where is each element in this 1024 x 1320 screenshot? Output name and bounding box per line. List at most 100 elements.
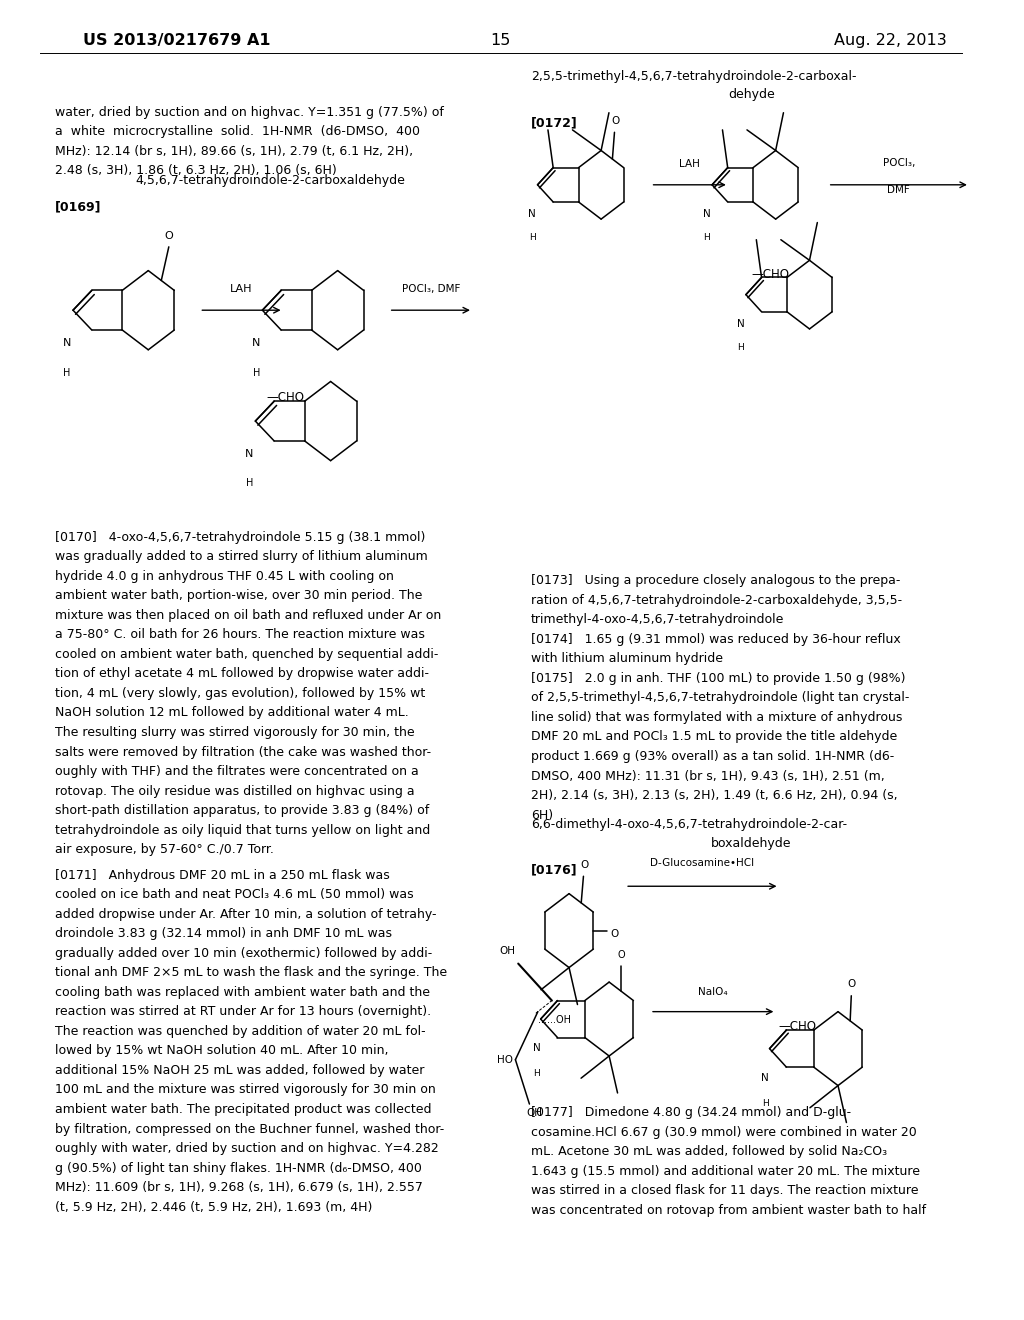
- Text: (t, 5.9 Hz, 2H), 2.446 (t, 5.9 Hz, 2H), 1.693 (m, 4H): (t, 5.9 Hz, 2H), 2.446 (t, 5.9 Hz, 2H), …: [55, 1201, 373, 1213]
- Text: N: N: [737, 318, 744, 329]
- Text: 15: 15: [490, 33, 511, 48]
- Text: 6,6-dimethyl-4-oxo-4,5,6,7-tetrahydroindole-2-car-: 6,6-dimethyl-4-oxo-4,5,6,7-tetrahydroind…: [531, 818, 847, 832]
- Text: NaIO₄: NaIO₄: [698, 987, 728, 997]
- Text: N: N: [702, 209, 711, 219]
- Text: LAH: LAH: [679, 158, 700, 169]
- Text: O: O: [165, 231, 173, 242]
- Text: reaction was stirred at RT under Ar for 13 hours (overnight).: reaction was stirred at RT under Ar for …: [55, 1006, 431, 1018]
- Text: tion of ethyl acetate 4 mL followed by dropwise water addi-: tion of ethyl acetate 4 mL followed by d…: [55, 668, 429, 680]
- Text: droindole 3.83 g (32.14 mmol) in anh DMF 10 mL was: droindole 3.83 g (32.14 mmol) in anh DMF…: [55, 927, 392, 940]
- Text: product 1.669 g (93% overall) as a tan solid. 1H-NMR (d6-: product 1.669 g (93% overall) as a tan s…: [531, 750, 894, 763]
- Text: ration of 4,5,6,7-tetrahydroindole-2-carboxaldehyde, 3,5,5-: ration of 4,5,6,7-tetrahydroindole-2-car…: [531, 594, 902, 607]
- Text: DMF 20 mL and POCl₃ 1.5 mL to provide the title aldehyde: DMF 20 mL and POCl₃ 1.5 mL to provide th…: [531, 730, 897, 743]
- Text: MHz): 11.609 (br s, 1H), 9.268 (s, 1H), 6.679 (s, 1H), 2.557: MHz): 11.609 (br s, 1H), 9.268 (s, 1H), …: [55, 1181, 423, 1195]
- Text: [0177]   Dimedone 4.80 g (34.24 mmol) and D-glu-: [0177] Dimedone 4.80 g (34.24 mmol) and …: [531, 1106, 851, 1119]
- Text: boxaldehyde: boxaldehyde: [711, 837, 792, 850]
- Text: H: H: [529, 232, 536, 242]
- Text: 1.643 g (15.5 mmol) and additional water 20 mL. The mixture: 1.643 g (15.5 mmol) and additional water…: [531, 1164, 920, 1177]
- Text: [0173]   Using a procedure closely analogous to the prepa-: [0173] Using a procedure closely analogo…: [531, 574, 900, 587]
- Text: mL. Acetone 30 mL was added, followed by solid Na₂CO₃: mL. Acetone 30 mL was added, followed by…: [531, 1146, 887, 1158]
- Text: ambient water bath. The precipitated product was collected: ambient water bath. The precipitated pro…: [55, 1104, 431, 1115]
- Text: POCl₃, DMF: POCl₃, DMF: [401, 284, 460, 294]
- Text: H: H: [63, 367, 71, 378]
- Text: POCl₃,: POCl₃,: [883, 157, 915, 168]
- Text: added dropwise under Ar. After 10 min, a solution of tetrahy-: added dropwise under Ar. After 10 min, a…: [55, 908, 436, 920]
- Text: 4,5,6,7-tetrahydroindole-2-carboxaldehyde: 4,5,6,7-tetrahydroindole-2-carboxaldehyd…: [135, 174, 406, 187]
- Text: tion, 4 mL (very slowly, gas evolution), followed by 15% wt: tion, 4 mL (very slowly, gas evolution),…: [55, 686, 425, 700]
- Text: US 2013/0217679 A1: US 2013/0217679 A1: [83, 33, 270, 48]
- Text: by filtration, compressed on the Buchner funnel, washed thor-: by filtration, compressed on the Buchner…: [55, 1122, 444, 1135]
- Text: O: O: [610, 929, 618, 940]
- Text: LAH: LAH: [230, 284, 253, 294]
- Text: 2H), 2.14 (s, 3H), 2.13 (s, 2H), 1.49 (t, 6.6 Hz, 2H), 0.94 (s,: 2H), 2.14 (s, 3H), 2.13 (s, 2H), 1.49 (t…: [531, 789, 898, 803]
- Text: a  white  microcrystalline  solid.  1H-NMR  (d6-DMSO,  400: a white microcrystalline solid. 1H-NMR (…: [55, 125, 420, 139]
- Text: NaOH solution 12 mL followed by additional water 4 mL.: NaOH solution 12 mL followed by addition…: [55, 706, 409, 719]
- Text: H: H: [737, 343, 744, 351]
- Text: H: H: [703, 232, 711, 242]
- Text: N: N: [62, 338, 72, 348]
- Text: —CHO: —CHO: [752, 268, 790, 281]
- Text: DMSO, 400 MHz): 11.31 (br s, 1H), 9.43 (s, 1H), 2.51 (m,: DMSO, 400 MHz): 11.31 (br s, 1H), 9.43 (…: [531, 770, 885, 783]
- Text: N: N: [762, 1073, 769, 1082]
- Text: ......OH: ......OH: [538, 1015, 570, 1026]
- Text: rotovap. The oily residue was distilled on highvac using a: rotovap. The oily residue was distilled …: [55, 784, 415, 797]
- Text: N: N: [252, 338, 260, 348]
- Text: trimethyl-4-oxo-4,5,6,7-tetrahydroindole: trimethyl-4-oxo-4,5,6,7-tetrahydroindole: [531, 614, 784, 626]
- Text: Aug. 22, 2013: Aug. 22, 2013: [834, 33, 947, 48]
- Text: 6H): 6H): [531, 809, 553, 821]
- Text: cooling bath was replaced with ambient water bath and the: cooling bath was replaced with ambient w…: [55, 986, 430, 999]
- Text: tetrahydroindole as oily liquid that turns yellow on light and: tetrahydroindole as oily liquid that tur…: [55, 824, 430, 837]
- Text: [0175]   2.0 g in anh. THF (100 mL) to provide 1.50 g (98%): [0175] 2.0 g in anh. THF (100 mL) to pro…: [531, 672, 905, 685]
- Text: MHz): 12.14 (br s, 1H), 89.66 (s, 1H), 2.79 (t, 6.1 Hz, 2H),: MHz): 12.14 (br s, 1H), 89.66 (s, 1H), 2…: [55, 145, 414, 157]
- Text: [0169]: [0169]: [55, 201, 101, 214]
- Text: of 2,5,5-trimethyl-4,5,6,7-tetrahydroindole (light tan crystal-: of 2,5,5-trimethyl-4,5,6,7-tetrahydroind…: [531, 692, 909, 705]
- Text: O: O: [848, 979, 856, 990]
- Text: N: N: [532, 1043, 541, 1053]
- Text: short-path distillation apparatus, to provide 3.83 g (84%) of: short-path distillation apparatus, to pr…: [55, 804, 429, 817]
- Text: was gradually added to a stirred slurry of lithium aluminum: was gradually added to a stirred slurry …: [55, 550, 428, 564]
- Text: N: N: [245, 449, 254, 459]
- Text: cooled on ambient water bath, quenched by sequential addi-: cooled on ambient water bath, quenched b…: [55, 648, 438, 661]
- Text: oughly with water, dried by suction and on highvac. Y=4.282: oughly with water, dried by suction and …: [55, 1142, 439, 1155]
- Text: g (90.5%) of light tan shiny flakes. 1H-NMR (d₆-DMSO, 400: g (90.5%) of light tan shiny flakes. 1H-…: [55, 1162, 422, 1175]
- Text: line solid) that was formylated with a mixture of anhydrous: line solid) that was formylated with a m…: [531, 711, 902, 723]
- Text: DMF: DMF: [888, 185, 910, 195]
- Text: [0176]: [0176]: [531, 863, 578, 876]
- Text: 2,5,5-trimethyl-4,5,6,7-tetrahydroindole-2-carboxal-: 2,5,5-trimethyl-4,5,6,7-tetrahydroindole…: [531, 70, 856, 83]
- Text: with lithium aluminum hydride: with lithium aluminum hydride: [531, 652, 723, 665]
- Text: H: H: [762, 1098, 769, 1107]
- Text: 100 mL and the mixture was stirred vigorously for 30 min on: 100 mL and the mixture was stirred vigor…: [55, 1084, 436, 1097]
- Text: O: O: [611, 116, 620, 127]
- Text: was stirred in a closed flask for 11 days. The reaction mixture: was stirred in a closed flask for 11 day…: [531, 1184, 919, 1197]
- Text: air exposure, by 57-60° C./0.7 Torr.: air exposure, by 57-60° C./0.7 Torr.: [55, 843, 274, 857]
- Text: hydride 4.0 g in anhydrous THF 0.45 L with cooling on: hydride 4.0 g in anhydrous THF 0.45 L wi…: [55, 570, 394, 582]
- Text: N: N: [528, 209, 537, 219]
- Text: cooled on ice bath and neat POCl₃ 4.6 mL (50 mmol) was: cooled on ice bath and neat POCl₃ 4.6 mL…: [55, 888, 414, 902]
- Text: —CHO: —CHO: [266, 391, 304, 404]
- Text: tional anh DMF 2×5 mL to wash the flask and the syringe. The: tional anh DMF 2×5 mL to wash the flask …: [55, 966, 447, 979]
- Text: salts were removed by filtration (the cake was washed thor-: salts were removed by filtration (the ca…: [55, 746, 431, 759]
- Text: O: O: [617, 950, 625, 960]
- Text: mixture was then placed on oil bath and refluxed under Ar on: mixture was then placed on oil bath and …: [55, 609, 441, 622]
- Text: [0170]   4-oxo-4,5,6,7-tetrahydroindole 5.15 g (38.1 mmol): [0170] 4-oxo-4,5,6,7-tetrahydroindole 5.…: [55, 531, 426, 544]
- Text: oughly with THF) and the filtrates were concentrated on a: oughly with THF) and the filtrates were …: [55, 766, 419, 777]
- Text: HO: HO: [497, 1055, 513, 1065]
- Text: was concentrated on rotovap from ambient waster bath to half: was concentrated on rotovap from ambient…: [531, 1204, 926, 1217]
- Text: The reaction was quenched by addition of water 20 mL fol-: The reaction was quenched by addition of…: [55, 1024, 426, 1038]
- Text: [0171]   Anhydrous DMF 20 mL in a 250 mL flask was: [0171] Anhydrous DMF 20 mL in a 250 mL f…: [55, 869, 390, 882]
- Text: OH: OH: [526, 1107, 543, 1118]
- Text: [0174]   1.65 g (9.31 mmol) was reduced by 36-hour reflux: [0174] 1.65 g (9.31 mmol) was reduced by…: [531, 632, 901, 645]
- Text: ambient water bath, portion-wise, over 30 min period. The: ambient water bath, portion-wise, over 3…: [55, 589, 423, 602]
- Text: The resulting slurry was stirred vigorously for 30 min, the: The resulting slurry was stirred vigorou…: [55, 726, 415, 739]
- Text: H: H: [246, 478, 253, 488]
- Text: gradually added over 10 min (exothermic) followed by addi-: gradually added over 10 min (exothermic)…: [55, 946, 432, 960]
- Text: cosamine.HCl 6.67 g (30.9 mmol) were combined in water 20: cosamine.HCl 6.67 g (30.9 mmol) were com…: [531, 1126, 916, 1139]
- Text: lowed by 15% wt NaOH solution 40 mL. After 10 min,: lowed by 15% wt NaOH solution 40 mL. Aft…: [55, 1044, 388, 1057]
- Text: water, dried by suction and on highvac. Y=1.351 g (77.5%) of: water, dried by suction and on highvac. …: [55, 106, 444, 119]
- Text: O: O: [580, 859, 588, 870]
- Text: 2.48 (s, 3H), 1.86 (t, 6.3 Hz, 2H), 1.06 (s, 6H): 2.48 (s, 3H), 1.86 (t, 6.3 Hz, 2H), 1.06…: [55, 164, 337, 177]
- Text: —CHO: —CHO: [778, 1020, 816, 1034]
- Text: D-Glucosamine•HCl: D-Glucosamine•HCl: [650, 858, 755, 867]
- Text: H: H: [534, 1069, 540, 1078]
- Text: dehyde: dehyde: [728, 88, 775, 102]
